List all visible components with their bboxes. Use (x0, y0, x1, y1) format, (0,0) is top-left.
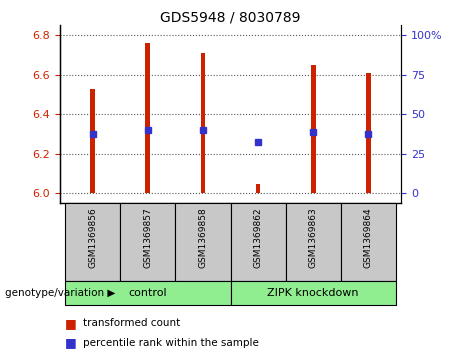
Text: percentile rank within the sample: percentile rank within the sample (83, 338, 259, 348)
Bar (120, 203, 176, 281)
Text: control: control (129, 288, 167, 298)
Bar (176, 203, 230, 281)
Bar (230, 203, 285, 281)
Bar (230, 281, 396, 305)
Bar (146, 43, 150, 193)
Text: GSM1369858: GSM1369858 (199, 207, 207, 268)
Text: GSM1369857: GSM1369857 (143, 207, 153, 268)
Bar (341, 203, 396, 281)
Title: GDS5948 / 8030789: GDS5948 / 8030789 (160, 10, 301, 24)
Text: transformed count: transformed count (83, 318, 180, 328)
Bar (366, 73, 371, 193)
Text: genotype/variation ▶: genotype/variation ▶ (5, 288, 115, 298)
Bar (255, 184, 260, 193)
Bar (65, 203, 120, 281)
Text: GSM1369856: GSM1369856 (89, 207, 97, 268)
Bar (65, 281, 230, 305)
Bar (285, 203, 341, 281)
Text: ZIPK knockdown: ZIPK knockdown (267, 288, 359, 298)
Text: GSM1369862: GSM1369862 (254, 207, 262, 268)
Text: ■: ■ (65, 337, 76, 350)
Text: GSM1369863: GSM1369863 (308, 207, 318, 268)
Bar (311, 65, 315, 193)
Bar (201, 53, 206, 193)
Bar (90, 89, 95, 193)
Text: ■: ■ (65, 317, 76, 330)
Text: GSM1369864: GSM1369864 (364, 207, 372, 268)
